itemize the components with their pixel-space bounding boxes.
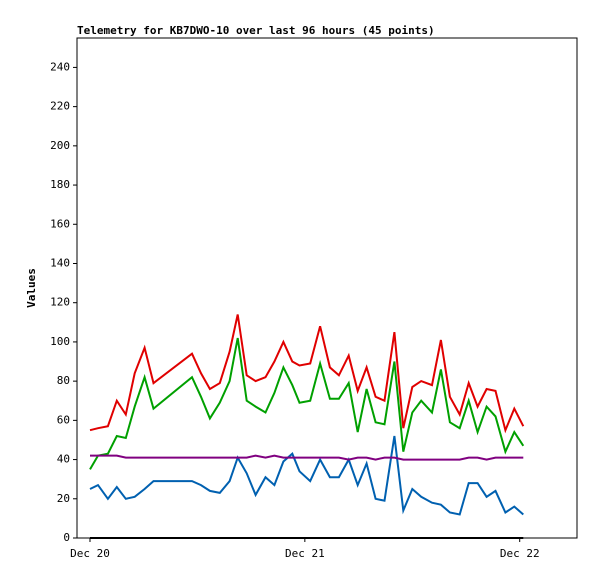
y-tick-label: 140: [50, 256, 70, 269]
x-tick-label: Dec 21: [285, 547, 325, 560]
series-line: [89, 314, 525, 434]
chart-title: Telemetry for KB7DWO-10 over last 96 hou…: [77, 24, 435, 37]
y-tick-label: 160: [50, 217, 70, 230]
y-tick-label: 0: [63, 531, 70, 544]
x-tick-label: Dec 22: [500, 547, 540, 560]
plot-frame: [76, 37, 578, 539]
y-tick-label: 40: [57, 453, 70, 466]
y-axis-label: Values: [25, 268, 38, 308]
series-line: [89, 435, 524, 516]
x-tick-label: Dec 20: [70, 547, 110, 560]
y-tick-label: 200: [50, 139, 70, 152]
y-tick-label: 240: [50, 60, 70, 73]
y-tick-label: 220: [50, 100, 70, 113]
y-tick-label: 100: [50, 335, 70, 348]
y-tick-label: 180: [50, 178, 70, 191]
series-line: [89, 337, 525, 470]
y-tick-label: 80: [57, 374, 70, 387]
y-tick-label: 60: [57, 413, 70, 426]
y-tick-label: 120: [50, 296, 70, 309]
series-line: [90, 454, 524, 461]
y-tick-label: 20: [57, 492, 70, 505]
